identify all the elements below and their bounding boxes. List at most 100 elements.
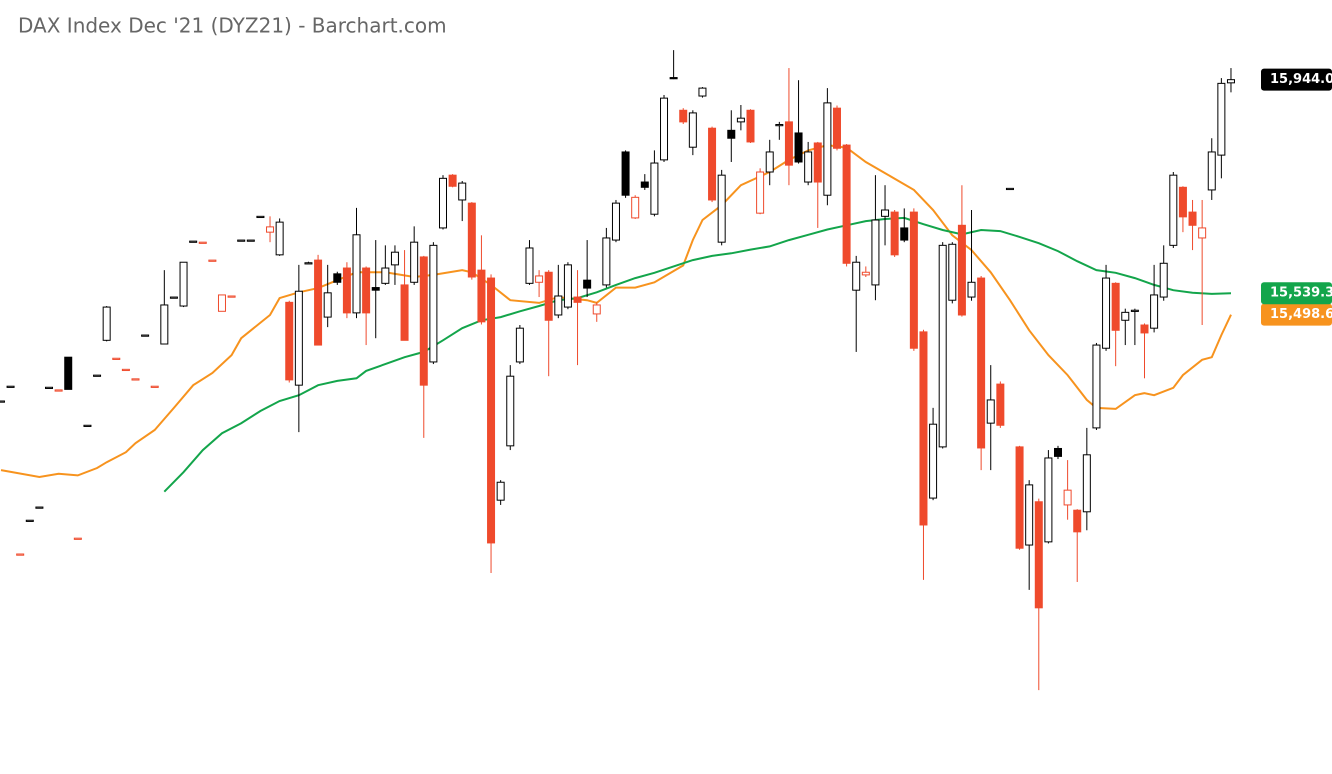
ma-last-label-box	[1261, 303, 1332, 326]
candle-body	[804, 151, 813, 183]
candle-body	[929, 423, 938, 499]
candle-body	[842, 144, 851, 264]
candle-body	[919, 331, 928, 526]
candle-body	[563, 264, 572, 308]
candle-body	[881, 209, 890, 217]
candle-body	[16, 553, 25, 556]
candle-body	[150, 385, 159, 388]
candle-body	[1073, 509, 1082, 533]
candle-body	[323, 292, 332, 318]
candle-body	[900, 227, 909, 241]
candle-body	[544, 271, 553, 321]
candle-body	[438, 177, 447, 229]
candle-body	[285, 301, 294, 381]
candle-body	[602, 237, 611, 286]
candle-body	[756, 171, 765, 214]
candle-body	[688, 112, 697, 148]
candle-body	[102, 306, 111, 341]
candle-body	[160, 304, 169, 345]
candle-body	[775, 124, 784, 127]
chart-title: DAX Index Dec '21 (DYZ21) - Barchart.com	[18, 14, 447, 38]
candle-body	[352, 234, 361, 314]
candle-body	[650, 162, 659, 215]
candle-body	[141, 334, 150, 337]
last-price-label-box	[1261, 68, 1332, 91]
candle-body	[708, 127, 717, 201]
candle-body	[957, 224, 966, 316]
candle-body	[1025, 484, 1034, 546]
candle-body	[1015, 446, 1024, 549]
candle-body	[1169, 174, 1178, 246]
candle-body	[390, 251, 399, 266]
candle-body	[861, 271, 870, 276]
candle-body	[525, 247, 534, 284]
candle-body	[208, 259, 217, 262]
ma-last-label: 15,539.3	[1270, 286, 1332, 301]
candle-body	[1063, 489, 1072, 506]
candle-body	[217, 294, 226, 312]
candle-body	[986, 399, 995, 424]
line-layer	[0, 144, 1232, 493]
candle-body	[6, 385, 15, 388]
candle-body	[592, 304, 601, 315]
candle-body	[784, 121, 793, 166]
candle-body	[458, 182, 467, 201]
candle-body	[871, 219, 880, 286]
candle-body	[1198, 227, 1207, 239]
candle-body	[371, 287, 380, 291]
candle-body	[266, 226, 275, 233]
candle-body	[1044, 457, 1053, 543]
candle-body	[169, 296, 178, 299]
last-price-label: 15,944.0	[1270, 72, 1332, 87]
candle-body	[890, 211, 899, 256]
candle-body	[1130, 309, 1139, 312]
candle-body	[573, 296, 582, 303]
candle-body	[554, 295, 563, 316]
candle-body	[506, 375, 515, 447]
candle-body	[736, 117, 745, 123]
candle-body	[1082, 454, 1091, 513]
candle-body	[381, 267, 390, 284]
candle-body	[515, 327, 524, 363]
candle-body	[189, 240, 198, 243]
candle-body	[631, 196, 640, 219]
candle-body	[362, 267, 371, 314]
candle-body	[1226, 79, 1235, 84]
candle-body	[198, 241, 207, 244]
candle-body	[83, 424, 92, 427]
candle-body	[909, 211, 918, 349]
candle-body	[121, 368, 130, 372]
candle-body	[64, 356, 73, 390]
candle-body	[621, 151, 630, 196]
candle-body	[246, 239, 255, 242]
candle-body	[640, 181, 649, 188]
candle-body	[333, 273, 342, 283]
candle-body	[938, 244, 947, 448]
candle-body	[227, 295, 236, 298]
candle-body	[25, 519, 34, 522]
candle-body	[35, 506, 44, 509]
candle-body	[996, 383, 1005, 426]
candle-body	[477, 269, 486, 323]
candle-body	[611, 202, 620, 241]
candle-body	[400, 284, 409, 341]
candle-body	[967, 281, 976, 298]
candle-body	[275, 221, 284, 256]
candle-body	[698, 87, 707, 97]
candle-body	[1054, 447, 1063, 457]
ma-line	[163, 216, 1232, 493]
candle-body	[765, 151, 774, 173]
candle-body	[1111, 282, 1120, 331]
candle-body	[977, 277, 986, 449]
candle-body	[679, 109, 688, 123]
candle-body	[832, 107, 841, 149]
candle-body	[342, 267, 351, 314]
candle-body	[852, 261, 861, 291]
candle-body	[1034, 501, 1043, 609]
candle-body	[717, 174, 726, 243]
candle-body	[1102, 277, 1111, 349]
ma-last-label: 15,498.6	[1270, 307, 1332, 322]
candle-body	[727, 129, 736, 139]
